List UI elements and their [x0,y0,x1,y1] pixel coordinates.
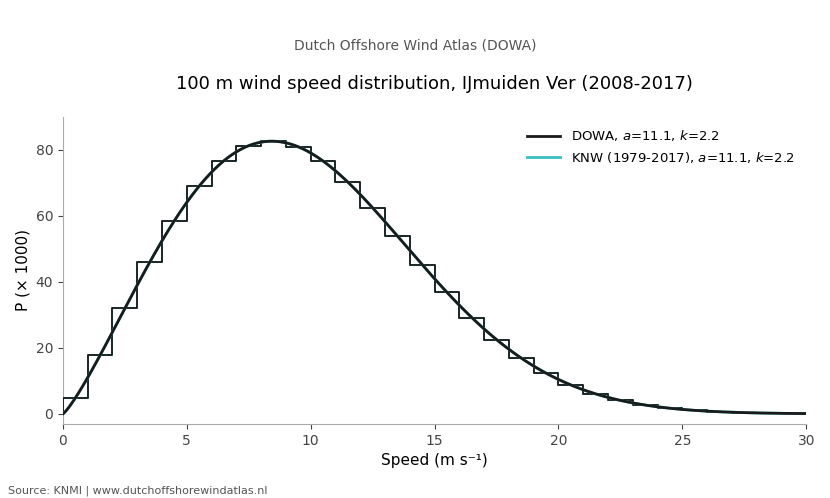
Y-axis label: P (× 1000): P (× 1000) [15,229,30,311]
Text: Dutch Offshore Wind Atlas (DOWA): Dutch Offshore Wind Atlas (DOWA) [294,39,536,53]
Title: 100 m wind speed distribution, IJmuiden Ver (2008-2017): 100 m wind speed distribution, IJmuiden … [176,75,693,93]
Legend: DOWA, $a$=11.1, $k$=2.2, KNW (1979-2017), $a$=11.1, $k$=2.2: DOWA, $a$=11.1, $k$=2.2, KNW (1979-2017)… [522,123,799,170]
X-axis label: Speed (m s⁻¹): Speed (m s⁻¹) [381,453,488,468]
Text: Source: KNMI | www.dutchoffshorewindatlas.nl: Source: KNMI | www.dutchoffshorewindatla… [8,485,268,496]
